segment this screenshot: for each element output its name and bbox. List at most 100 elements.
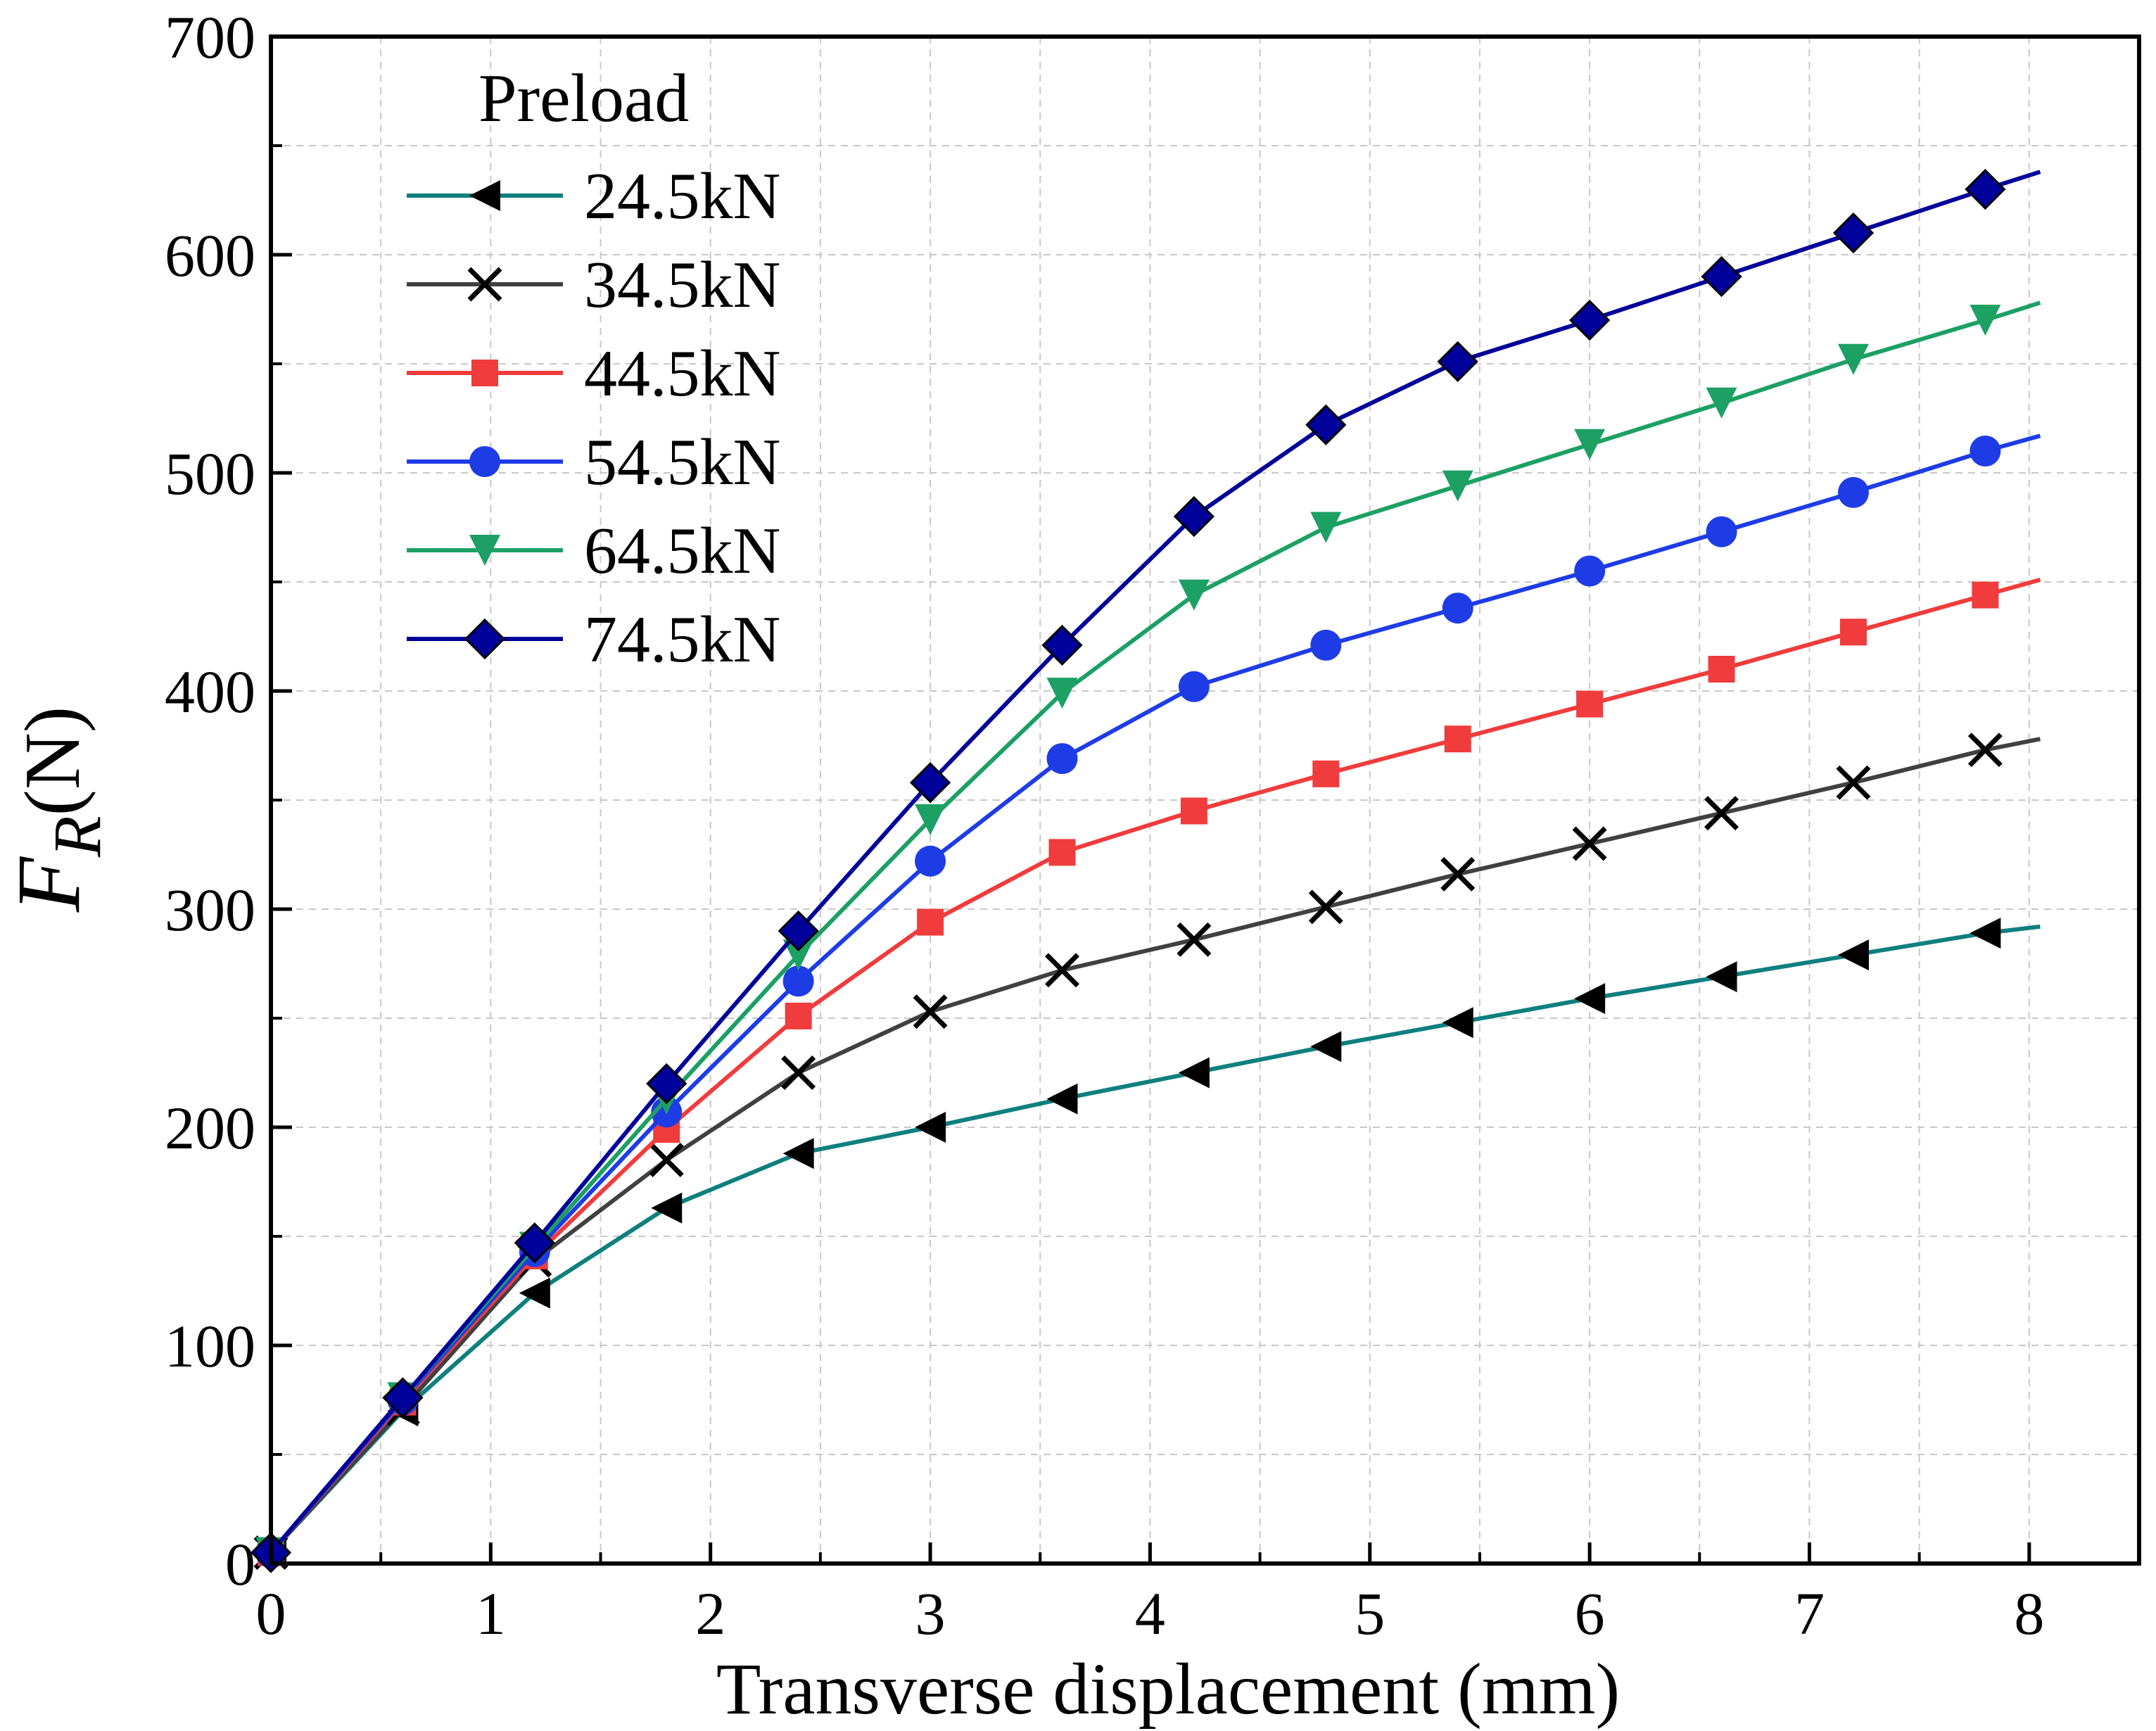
data-point <box>1572 826 1607 861</box>
x-tick-label: 1 <box>476 1580 506 1647</box>
data-point <box>913 994 948 1029</box>
legend-marker <box>469 535 500 566</box>
y-tick-label: 500 <box>165 440 255 507</box>
data-point <box>649 1143 684 1177</box>
data-point <box>1836 765 1871 800</box>
data-point <box>1180 797 1207 825</box>
data-point <box>1706 961 1737 993</box>
y-axis-title-subscript: R <box>39 816 115 858</box>
data-point <box>1442 470 1473 502</box>
legend-item: 74.5kN <box>407 603 780 676</box>
data-point <box>1574 555 1606 587</box>
data-point <box>782 939 814 971</box>
data-point <box>915 1112 946 1143</box>
x-tick-label: 7 <box>1794 1580 1825 1647</box>
data-point <box>646 1063 687 1105</box>
x-tick-label: 3 <box>915 1580 946 1647</box>
data-point <box>1178 579 1210 611</box>
data-point <box>1310 629 1342 661</box>
data-point <box>514 1222 555 1264</box>
data-point <box>1177 922 1212 957</box>
data-point <box>1837 939 1869 971</box>
x-axis-title: Transverse displacement (mm) <box>716 1649 1620 1730</box>
data-point <box>782 965 814 997</box>
x-tick-label: 6 <box>1575 1580 1605 1647</box>
legend-item: 34.5kN <box>407 248 780 322</box>
data-point <box>915 845 946 877</box>
data-point <box>1305 404 1347 445</box>
data-point <box>1437 341 1478 383</box>
data-point <box>1704 796 1739 831</box>
legend-label: 64.5kN <box>584 514 780 588</box>
data-point <box>1041 624 1083 666</box>
data-point <box>1832 212 1875 254</box>
data-point <box>1046 1083 1078 1115</box>
data-point <box>1839 619 1867 646</box>
data-point <box>1706 387 1737 419</box>
series-54.5kN <box>255 433 2041 1568</box>
data-point <box>915 804 946 835</box>
data-point <box>1442 1007 1473 1039</box>
data-point <box>782 1138 814 1169</box>
data-point <box>1444 725 1471 753</box>
data-point <box>1312 760 1340 787</box>
legend-label: 54.5kN <box>584 426 780 499</box>
legend-item: 44.5kN <box>407 337 780 410</box>
x-tick-label: 4 <box>1135 1580 1165 1647</box>
y-axis-title-symbol: F <box>0 856 99 913</box>
y-tick-label: 200 <box>165 1094 255 1162</box>
data-point <box>651 1192 683 1224</box>
data-point <box>1706 516 1737 547</box>
legend-marker <box>469 446 500 477</box>
legend-marker <box>464 618 506 660</box>
y-axis-title-unit: (N) <box>9 706 96 816</box>
axis-ticks: 0 1 2 3 4 5 6 7 8 0 100 200 300 400 500 600 700 <box>165 4 2044 1647</box>
data-point <box>1967 733 2003 768</box>
data-point <box>1970 918 2001 949</box>
data-point <box>1178 1057 1210 1089</box>
data-point <box>1837 476 1869 508</box>
x-tick-label: 0 <box>256 1580 286 1647</box>
data-point <box>1574 983 1606 1015</box>
y-axis-title: FR(N) <box>0 706 115 913</box>
data-point <box>1046 678 1078 709</box>
legend-label: 24.5kN <box>584 160 780 233</box>
data-point <box>1310 1031 1342 1063</box>
y-tick-label: 100 <box>165 1312 255 1380</box>
data-point <box>1965 168 2006 210</box>
y-tick-label: 700 <box>165 4 255 71</box>
data-point <box>1046 743 1078 775</box>
y-tick-label: 0 <box>225 1530 255 1598</box>
data-point <box>917 908 944 936</box>
data-point <box>781 1055 816 1090</box>
data-point <box>785 1002 812 1029</box>
y-tick-label: 300 <box>165 876 255 944</box>
data-point <box>1173 495 1215 538</box>
data-point <box>1568 299 1611 341</box>
legend: Preload 24.5kN 34.5kN 44.5kN 54.5kN 64.5kN 74.… <box>407 61 780 676</box>
x-tick-label: 8 <box>2014 1580 2044 1647</box>
legend-marker <box>471 360 498 386</box>
data-point <box>519 1277 550 1309</box>
legend-item: 24.5kN <box>407 160 780 233</box>
data-point <box>1044 953 1079 988</box>
data-point <box>1310 512 1342 543</box>
data-point <box>1574 429 1606 460</box>
data-point <box>1972 581 1999 609</box>
data-point <box>1708 656 1735 683</box>
data-point <box>1970 436 2001 467</box>
legend-marker <box>467 267 502 302</box>
legend-item: 64.5kN <box>407 514 780 588</box>
data-point <box>1178 671 1210 702</box>
legend-label: 44.5kN <box>584 337 780 410</box>
legend-item: 54.5kN <box>407 426 780 499</box>
data-point <box>1440 856 1476 892</box>
data-point <box>382 1377 424 1419</box>
data-point <box>1970 305 2001 336</box>
legend-marker <box>469 180 500 211</box>
x-tick-label: 5 <box>1355 1580 1385 1647</box>
legend-title: Preload <box>478 61 689 137</box>
data-point <box>778 910 819 952</box>
